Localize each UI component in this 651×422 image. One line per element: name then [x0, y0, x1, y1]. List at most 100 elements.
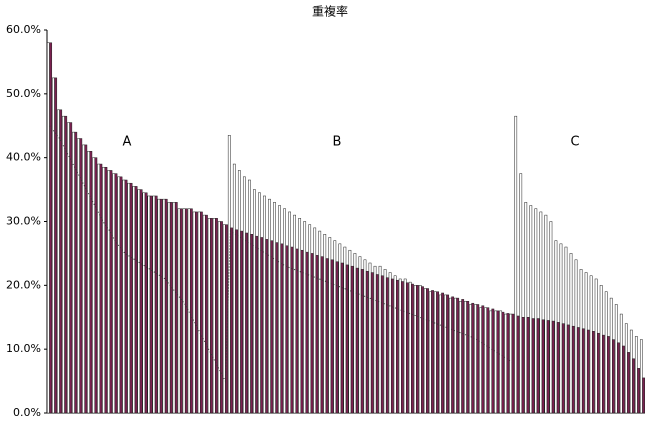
bar	[124, 179, 128, 414]
bar	[629, 329, 633, 414]
bar	[159, 198, 163, 414]
bar	[283, 208, 286, 414]
bar	[365, 271, 369, 414]
bar	[47, 42, 50, 414]
bar	[398, 278, 402, 414]
bar	[556, 322, 560, 414]
bar	[212, 218, 216, 414]
bar	[122, 179, 126, 414]
bar	[516, 315, 520, 414]
bar	[313, 227, 317, 414]
bar	[278, 205, 281, 414]
bar	[431, 290, 434, 414]
bar	[604, 291, 608, 414]
bar	[569, 253, 573, 414]
bar	[584, 272, 588, 414]
bar	[230, 227, 233, 414]
y-tick-label: 10.0%	[6, 342, 41, 355]
bar	[521, 317, 525, 414]
bar	[375, 274, 379, 414]
bar	[265, 239, 269, 414]
bar	[237, 170, 241, 414]
bar	[217, 221, 221, 414]
bar	[273, 202, 276, 414]
bar	[308, 224, 312, 414]
bar	[192, 211, 196, 414]
bar	[227, 135, 231, 414]
bar	[338, 243, 342, 414]
bar	[486, 307, 490, 414]
bar	[526, 317, 530, 414]
bar	[622, 345, 625, 414]
bar	[49, 42, 53, 414]
bar	[421, 286, 424, 414]
bar	[147, 195, 151, 414]
bar	[340, 262, 344, 414]
bar	[248, 179, 251, 414]
bar	[423, 288, 427, 414]
bar	[187, 208, 191, 414]
bar	[222, 224, 226, 414]
bar	[215, 218, 218, 414]
bar	[102, 166, 106, 414]
bar	[250, 234, 254, 414]
bar	[295, 248, 299, 414]
bar	[454, 297, 457, 414]
bar	[235, 229, 238, 414]
bar	[205, 214, 208, 414]
bar	[370, 272, 374, 414]
bar	[363, 259, 367, 414]
bar	[298, 218, 302, 414]
bar	[260, 237, 264, 414]
bar	[546, 320, 550, 414]
bar	[202, 214, 206, 414]
bar	[576, 327, 580, 414]
bar	[496, 310, 500, 414]
bar	[461, 299, 465, 414]
bar	[428, 291, 432, 414]
bar	[305, 251, 309, 414]
bar	[378, 265, 382, 414]
bar	[554, 240, 558, 414]
bar	[524, 202, 528, 414]
y-tick-label: 30.0%	[6, 215, 41, 228]
bar	[380, 275, 384, 414]
bar	[627, 352, 630, 414]
bar	[207, 218, 211, 414]
bar	[300, 249, 304, 414]
bar	[134, 186, 138, 414]
bar	[335, 261, 339, 414]
bar	[333, 240, 337, 414]
bar	[288, 211, 291, 414]
bar	[449, 297, 452, 414]
bar	[54, 77, 58, 414]
bar	[459, 301, 462, 414]
bar	[390, 278, 394, 414]
bar	[152, 195, 156, 414]
bar	[617, 342, 620, 414]
bar	[84, 144, 88, 414]
bar	[418, 285, 422, 414]
bar	[393, 275, 397, 414]
bar	[607, 336, 610, 414]
bar	[594, 278, 598, 414]
bar	[597, 332, 600, 414]
bar	[388, 272, 392, 414]
bar	[536, 318, 540, 414]
bar	[303, 221, 307, 414]
bar	[642, 377, 645, 414]
bar	[506, 313, 510, 414]
bar	[87, 151, 90, 414]
bar	[509, 313, 513, 414]
bar	[72, 131, 75, 414]
bar	[514, 115, 518, 414]
bar	[142, 192, 146, 414]
bar	[413, 285, 417, 414]
bar	[325, 258, 329, 414]
bar	[290, 246, 294, 414]
bar	[315, 255, 319, 414]
bar	[52, 77, 55, 414]
bar	[285, 245, 289, 414]
bar	[258, 192, 261, 414]
